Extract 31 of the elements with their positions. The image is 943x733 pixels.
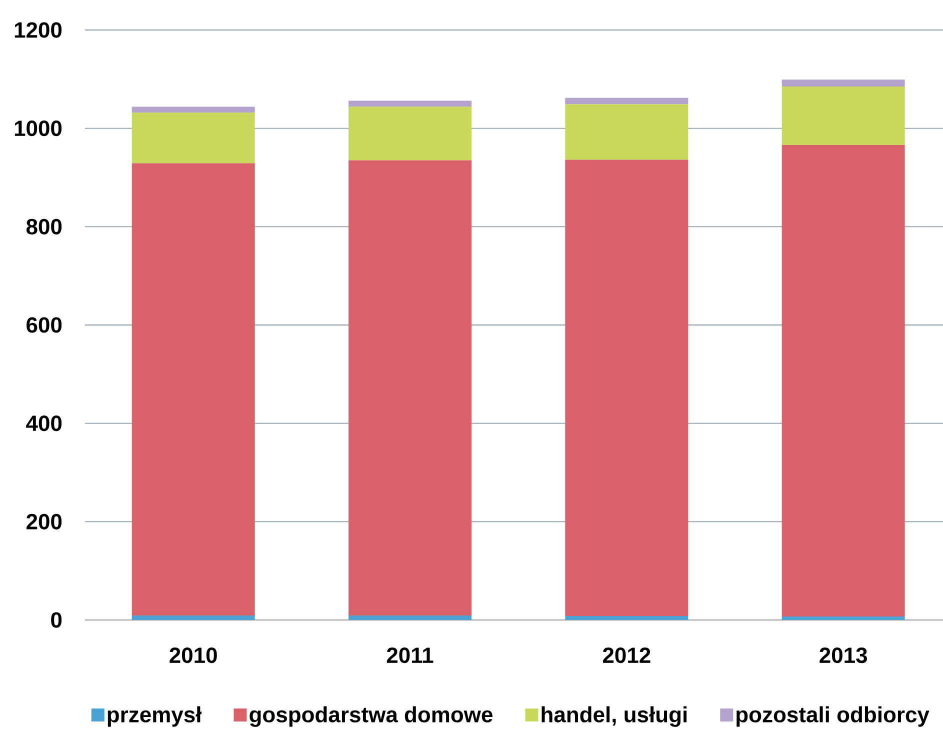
legend-label: handel, usługi (542, 706, 687, 727)
bar (348, 616, 472, 620)
bar (132, 112, 255, 164)
y-tick-label: 800 (26, 218, 62, 234)
bar (132, 616, 255, 620)
legend-label: przemysł (108, 706, 202, 727)
y-tick-label: 1000 (14, 120, 62, 136)
x-tick-label: 2012 (602, 648, 650, 664)
bar (132, 163, 255, 616)
x-tick-label: 2010 (170, 648, 217, 664)
bar (348, 106, 472, 160)
y-tick-label: 0 (51, 612, 62, 628)
x-tick-label: 2013 (820, 648, 868, 664)
bar (565, 160, 688, 616)
bar (782, 80, 905, 87)
y-tick-label: 400 (26, 416, 62, 432)
y-tick-label: 1200 (14, 22, 62, 38)
y-tick-label: 200 (26, 514, 62, 530)
bar (782, 145, 905, 617)
y-tick-label: 600 (26, 317, 62, 333)
bar (565, 616, 688, 620)
bar (782, 616, 905, 620)
bar (565, 104, 688, 160)
legend-label: gospodarstwa domowe (250, 706, 492, 727)
x-tick-label: 2011 (386, 648, 434, 664)
bar (782, 86, 905, 146)
bar (565, 98, 688, 104)
bar (132, 106, 255, 113)
legend-label: pozostali odbiorcy (736, 706, 930, 727)
bar (348, 100, 472, 107)
bar (348, 160, 472, 616)
